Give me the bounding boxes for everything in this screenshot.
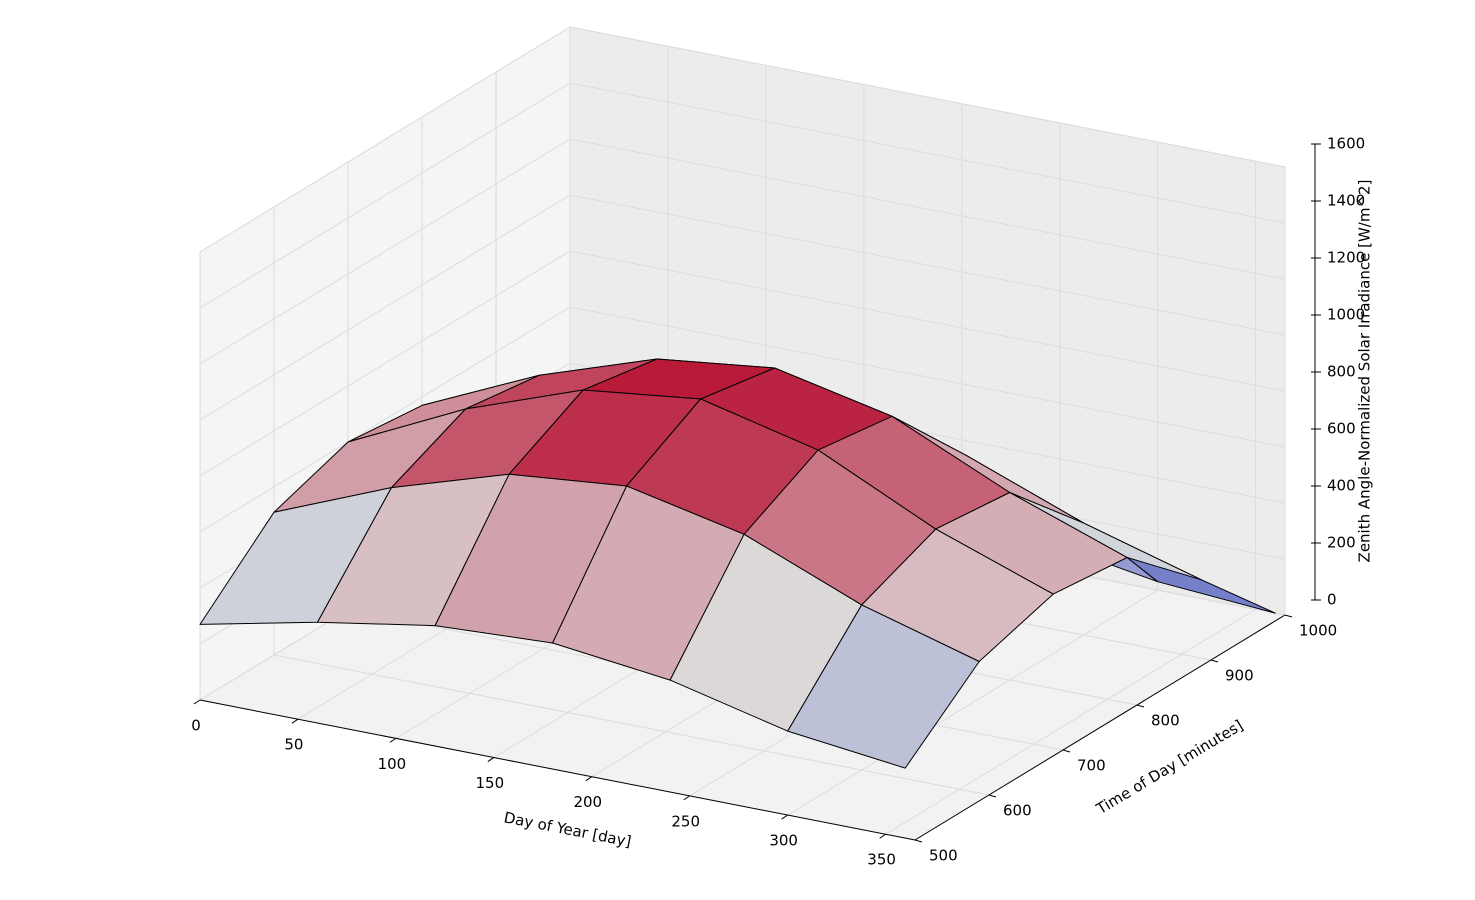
- y-tick: [1210, 659, 1219, 663]
- y-axis-line: [914, 614, 1286, 841]
- grid-line: [569, 26, 1286, 168]
- grid-line: [199, 26, 571, 253]
- z-axis-label: Zenith Angle-Normalized Solar Irradiance…: [1356, 180, 1374, 563]
- z-tick-label: 0: [1327, 591, 1337, 609]
- grid-line: [569, 250, 1286, 392]
- z-tick-label: 1400: [1327, 192, 1365, 210]
- x-tick-label: 50: [284, 736, 303, 754]
- x-tick-label: 150: [476, 774, 505, 792]
- z-tick-label: 1000: [1327, 306, 1365, 324]
- grid-line: [199, 194, 571, 421]
- z-tick-label: 200: [1327, 534, 1356, 552]
- y-tick-label: 700: [1077, 757, 1106, 775]
- y-tick: [1284, 614, 1293, 618]
- x-tick-label: 250: [671, 812, 700, 830]
- x-tick: [585, 776, 593, 782]
- grid-line: [569, 194, 1286, 336]
- x-tick: [389, 737, 397, 743]
- y-tick-label: 1000: [1299, 622, 1337, 640]
- grid-line: [199, 306, 571, 533]
- y-tick-label: 900: [1225, 667, 1254, 685]
- y-axis-label: Time of Day [minutes]: [1092, 716, 1246, 818]
- y-tick: [1062, 749, 1071, 753]
- x-tick: [879, 833, 886, 839]
- y-tick-label: 600: [1003, 802, 1032, 820]
- z-tick-label: 600: [1327, 420, 1356, 438]
- z-tick-label: 1200: [1327, 249, 1365, 267]
- x-tick: [487, 757, 495, 762]
- x-axis-line: [199, 699, 916, 841]
- grid-line: [569, 82, 1286, 224]
- grid-line: [569, 306, 1286, 448]
- surface: [199, 358, 1276, 769]
- grid-line: [199, 138, 571, 365]
- grid-line: [199, 82, 571, 309]
- grid-line: [569, 138, 1286, 280]
- z-tick-label: 1600: [1327, 135, 1365, 153]
- x-tick-label: 0: [191, 717, 201, 735]
- grid-line: [273, 654, 990, 796]
- x-tick: [291, 718, 299, 724]
- x-tick-label: 350: [867, 851, 896, 869]
- x-tick-label: 200: [573, 793, 602, 811]
- y-tick: [988, 794, 997, 798]
- y-tick-label: 500: [929, 847, 958, 865]
- x-tick-label: 300: [769, 832, 798, 850]
- y-tick-label: 800: [1151, 712, 1180, 730]
- grid-line: [885, 608, 1256, 835]
- grid-line: [199, 250, 571, 477]
- z-tick-label: 800: [1327, 363, 1356, 381]
- x-tick-label: 100: [378, 755, 407, 773]
- y-tick: [1136, 704, 1145, 708]
- grid-line: [787, 589, 1158, 816]
- y-tick: [914, 839, 923, 843]
- x-tick: [683, 795, 691, 801]
- x-tick: [193, 699, 201, 705]
- surface-patch: [787, 604, 980, 769]
- z-tick-label: 400: [1327, 477, 1356, 495]
- x-tick: [781, 814, 788, 820]
- x-axis-label: Day of Year [day]: [502, 808, 632, 850]
